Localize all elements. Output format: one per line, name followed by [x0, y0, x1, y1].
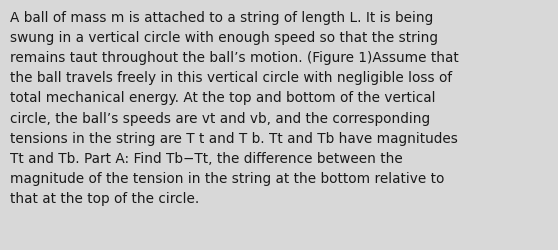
Text: A ball of mass m is attached to a string of length L. It is being
swung in a ver: A ball of mass m is attached to a string… [10, 11, 459, 205]
